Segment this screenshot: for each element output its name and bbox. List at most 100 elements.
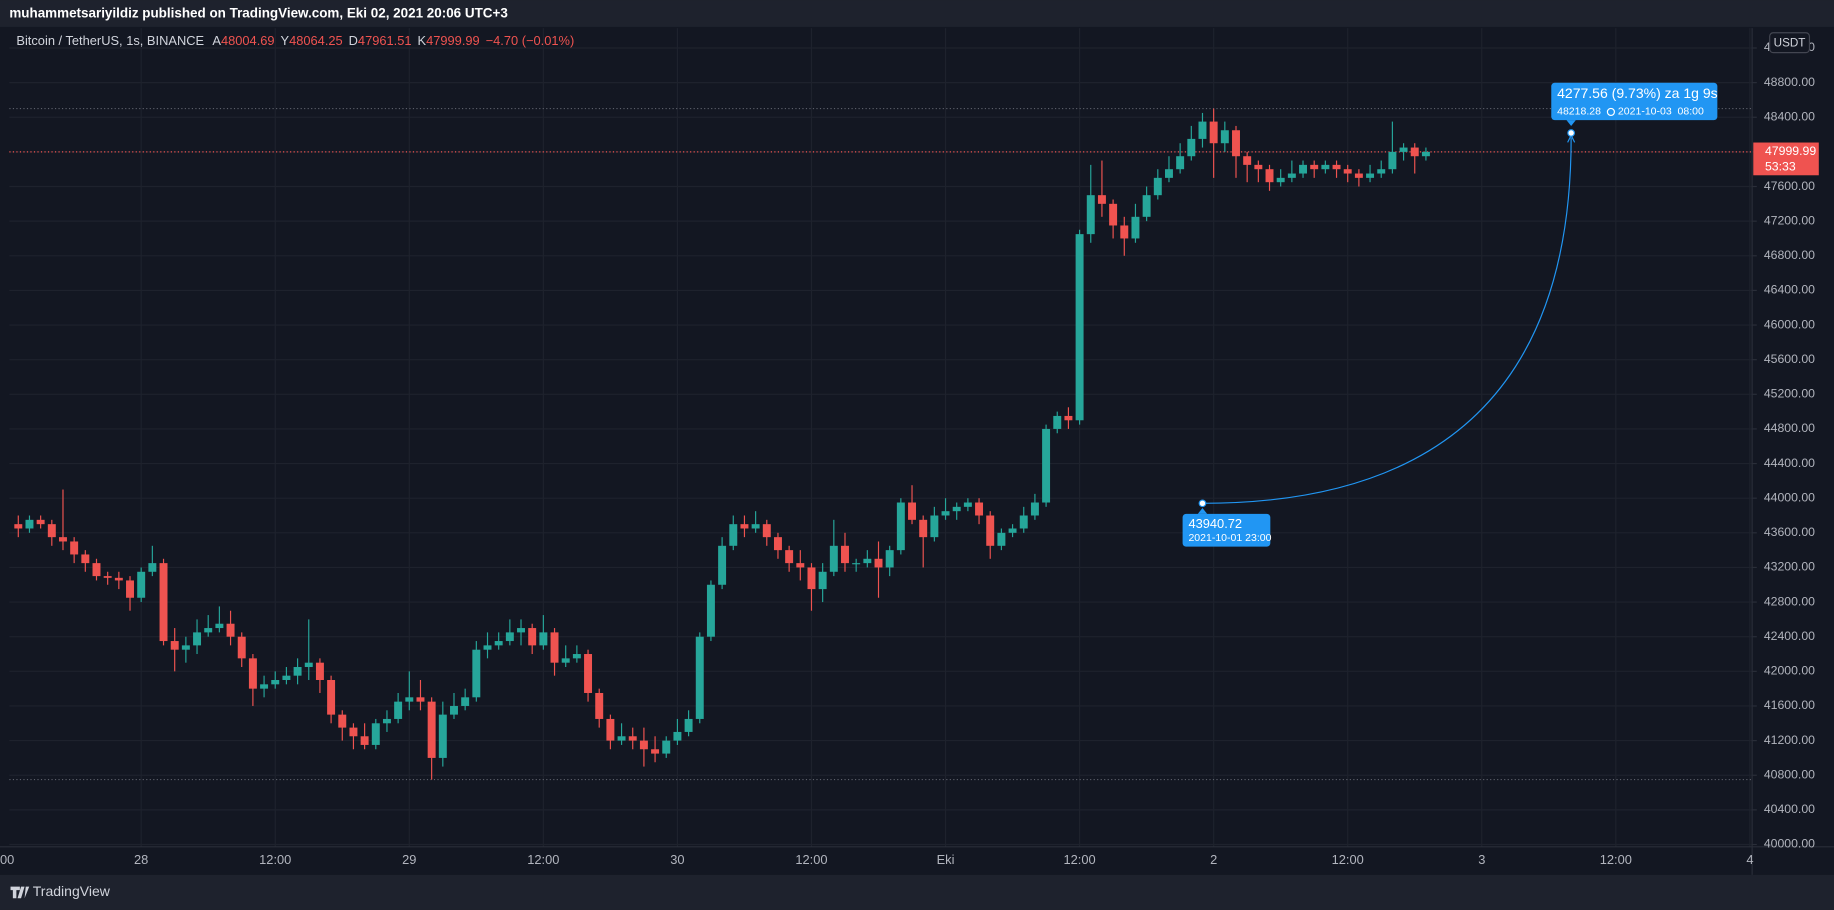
candle-body (1142, 195, 1151, 217)
candle-body (226, 623, 235, 637)
candle-body (729, 524, 738, 546)
candle-body (260, 684, 269, 689)
y-tick-label: 47200.00 (1764, 213, 1815, 227)
legend-change: −4.70 (−0.01%) (486, 34, 575, 49)
candle-body (1354, 173, 1363, 178)
candle-body (126, 580, 134, 598)
candle-body (963, 502, 972, 507)
legend-value: 48004.69 (221, 34, 275, 49)
candle-body (293, 667, 302, 676)
candle-body (25, 519, 34, 529)
candle-body (304, 662, 313, 668)
candle-body (807, 567, 816, 590)
candle-body (986, 515, 995, 546)
measure-end-time: 2021-10-03 08:00 (1618, 106, 1704, 118)
last-price-label: 47999.99 (1765, 144, 1816, 158)
candle-body (248, 658, 257, 689)
candle-body (952, 506, 961, 512)
y-tick-label: 40000.00 (1764, 837, 1815, 851)
last-price-box (1753, 142, 1819, 176)
y-tick-label: 40800.00 (1764, 767, 1815, 781)
candle-body (841, 545, 849, 564)
candle-body (1198, 121, 1207, 139)
candle-body (796, 563, 805, 568)
y-tick-label: 46000.00 (1764, 317, 1815, 331)
x-tick-label: Eki (937, 852, 955, 867)
y-tick-label: 42400.00 (1764, 629, 1815, 643)
candle-body (1120, 225, 1129, 239)
measure-start-price: 43940.72 (1188, 516, 1242, 531)
legend-value: 47961.51 (358, 34, 412, 49)
candle-body (1187, 138, 1196, 157)
candle-body (1243, 156, 1252, 165)
x-tick-label: 12:00 (795, 852, 827, 867)
candle-body (394, 701, 403, 719)
candle-body (852, 563, 861, 565)
candle-body (461, 697, 470, 706)
candle-body (919, 519, 928, 538)
candle-body (382, 718, 391, 724)
y-tick-label: 44000.00 (1764, 490, 1815, 504)
y-tick-label: 44800.00 (1764, 421, 1815, 435)
candle-body (47, 524, 56, 538)
candle-body (1366, 173, 1375, 178)
candle-body (896, 502, 905, 551)
candle-body (718, 545, 727, 585)
candle-body (517, 628, 525, 633)
candle-body (14, 524, 23, 529)
candle-body (215, 623, 224, 629)
candle-body (1332, 164, 1341, 170)
y-tick-label: 41600.00 (1764, 698, 1815, 712)
header-bar (0, 0, 1834, 27)
candle-body (885, 550, 894, 568)
x-tick-label: 12:00 (259, 852, 291, 867)
candle-body (405, 697, 414, 702)
measure-start-pointer (1197, 507, 1208, 514)
y-tick-label: 44400.00 (1764, 456, 1815, 470)
legend-key: K (417, 34, 426, 49)
candle-body (785, 550, 794, 564)
candle-body (1109, 203, 1118, 226)
legend-value: 48064.25 (289, 34, 343, 49)
x-tick-label: 2 (1210, 852, 1217, 867)
candle-body (1421, 151, 1430, 157)
candle-body (282, 675, 291, 680)
x-tick-label: 12:00 (1332, 852, 1364, 867)
candle-body (416, 697, 425, 702)
candle-body (941, 511, 950, 516)
candle-body (193, 632, 202, 646)
candle-body (550, 632, 559, 663)
candle-body (59, 537, 67, 542)
candle-body (584, 654, 593, 693)
y-tick-label: 45200.00 (1764, 387, 1815, 401)
candle-body (1075, 234, 1084, 421)
candle-body (1153, 177, 1162, 196)
x-tick-label: 4 (1746, 852, 1753, 867)
measure-start-box (1182, 513, 1271, 547)
candle-body (818, 571, 827, 590)
currency-badge (1769, 32, 1811, 54)
footer-logo: TradingView (10, 883, 111, 899)
candle-body (1254, 164, 1263, 170)
candle-body (1276, 177, 1285, 183)
plot (9, 28, 1753, 847)
x-tick-label: 3 (1478, 852, 1485, 867)
clock-icon (1606, 107, 1616, 117)
legend-value: 47999.99 (426, 34, 480, 49)
candle-body (1008, 528, 1017, 533)
candle-body (617, 736, 626, 741)
candle-body (751, 524, 760, 529)
y-tick-label: 46400.00 (1764, 283, 1815, 297)
candle-body (874, 558, 883, 568)
candle-body (595, 692, 604, 719)
candle-body (572, 654, 581, 659)
measure-curve (1202, 137, 1572, 504)
measure-summary: 4277.56 (9.73%) za 1g 9s (1557, 85, 1718, 101)
y-tick-label: 40400.00 (1764, 802, 1815, 816)
candle-body (1343, 169, 1352, 174)
candle-body (472, 649, 481, 698)
candle-body (1410, 147, 1419, 157)
candle-body (628, 736, 637, 741)
candle-body (762, 524, 771, 538)
candle-body (561, 658, 570, 663)
